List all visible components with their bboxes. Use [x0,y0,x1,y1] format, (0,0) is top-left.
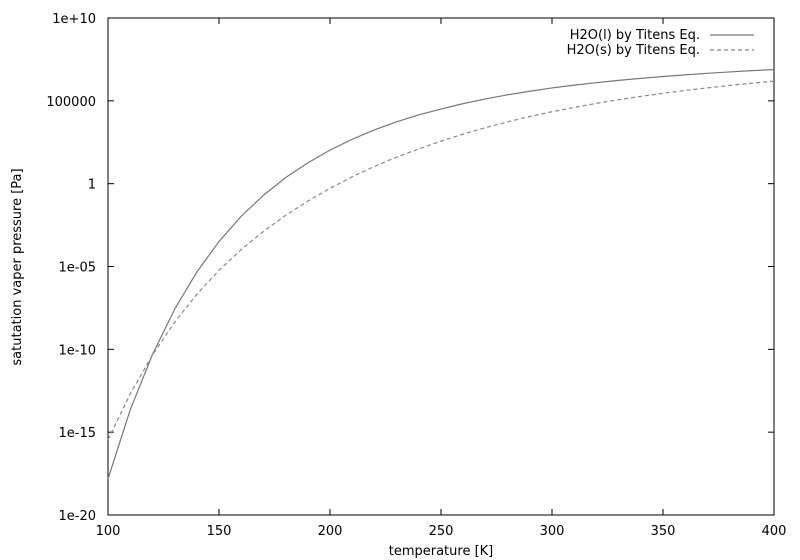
y-tick-label: 1 [88,178,96,193]
y-tick-label: 1e-15 [58,426,96,441]
x-axis-ticks: 100 150 200 250 300 350 400 [96,18,787,539]
y-tick-label: 1e-05 [58,261,96,276]
x-axis-title: temperature [K] [389,544,494,559]
plot-frame [107,17,775,516]
x-tick-label: 400 [762,524,787,539]
x-tick-label: 100 [96,524,121,539]
y-tick-label: 1e-20 [58,509,96,524]
y-tick-label: 1e-10 [58,343,96,358]
legend-label-2: H2O(s) by Titens Eq. [567,43,700,58]
x-tick-label: 350 [651,524,676,539]
x-tick-label: 150 [207,524,232,539]
series-line-1 [107,68,775,480]
y-tick-label: 1e+10 [52,12,96,27]
x-tick-label: 300 [540,524,565,539]
x-tick-label: 200 [318,524,343,539]
y-axis-ticks: 1e-20 1e-15 1e-10 1e-05 1 100000 1e+10 [46,12,774,524]
legend: H2O(l) by Titens Eq.H2O(s) by Titens Eq. [567,28,754,58]
legend-label-1: H2O(l) by Titens Eq. [570,28,700,43]
y-axis-title: satutation vaper pressure [Pa] [10,168,25,365]
series-layer [107,68,775,480]
y-tick-label: 100000 [46,95,96,110]
x-tick-label: 250 [429,524,454,539]
series-line-2 [107,80,775,440]
